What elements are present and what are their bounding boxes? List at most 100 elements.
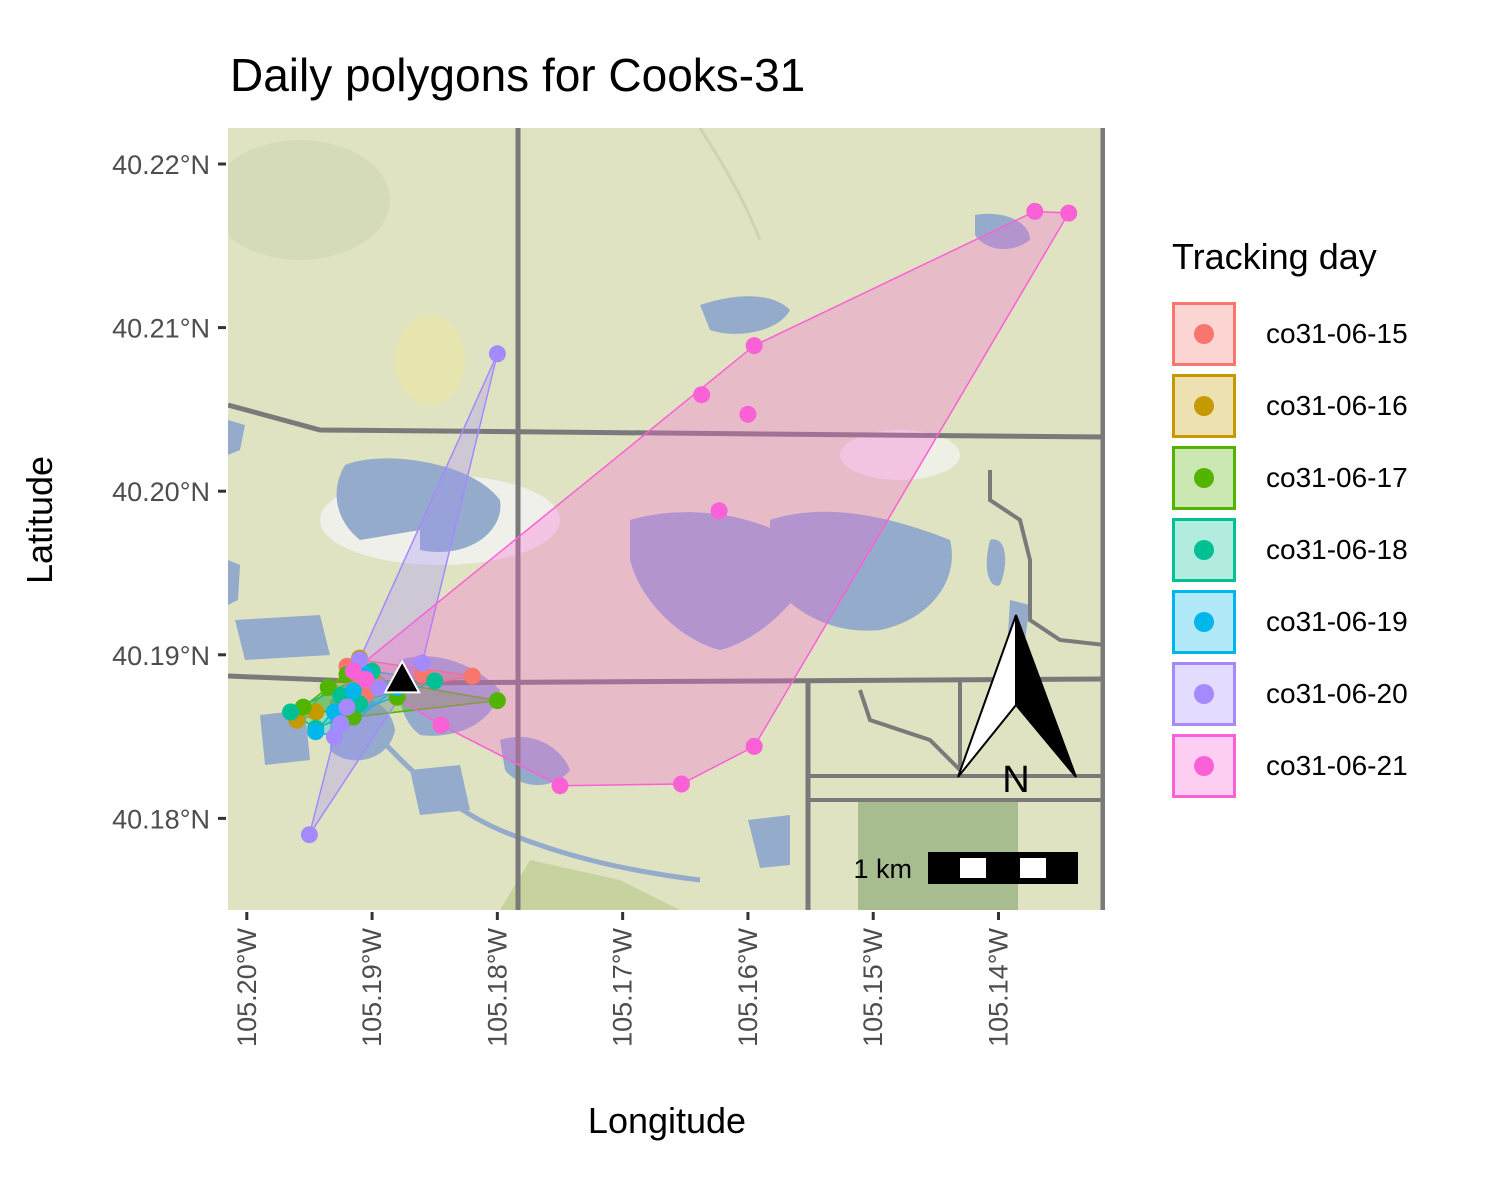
point-co31-06-20 [300, 826, 318, 844]
legend-dot [1194, 684, 1214, 704]
road [698, 128, 762, 241]
point-co31-06-19 [307, 723, 325, 741]
terrain-shade [395, 315, 465, 405]
legend-key [1172, 662, 1236, 726]
road [988, 470, 1105, 647]
y-tick-label: 40.21°N [112, 314, 210, 344]
legend-item: co31-06-21 [1172, 730, 1408, 802]
scale-bar-label: 1 km [853, 854, 912, 884]
point-co31-06-20 [338, 698, 356, 716]
point-co31-06-19 [344, 682, 362, 700]
point-co31-06-21 [1026, 202, 1044, 220]
y-axis-label: Latitude [19, 455, 60, 585]
legend-key [1172, 302, 1236, 366]
water-body [700, 296, 790, 334]
axes: 40.18°N 40.19°N 40.20°N 40.21°N 40.22°N 105.2… [112, 150, 1013, 1047]
terrain-shade [228, 140, 390, 260]
point-co31-06-20 [332, 715, 350, 732]
point-co31-06-20 [369, 679, 387, 696]
legend-key [1172, 446, 1236, 510]
legend-label: co31-06-17 [1266, 462, 1408, 493]
x-tick-label: 105.16°W [733, 927, 763, 1046]
x-axis-label: Longitude [587, 1100, 747, 1141]
legend-label: co31-06-20 [1266, 678, 1408, 709]
scale-bar: 1 km [853, 852, 1078, 884]
legend-dot [1194, 468, 1214, 488]
y-tick-label: 40.20°N [112, 477, 210, 507]
legend-label: co31-06-21 [1266, 750, 1408, 781]
north-arrow-right [1015, 614, 1077, 778]
legend-title: Tracking day [1172, 236, 1377, 277]
legend-label: co31-06-18 [1266, 534, 1408, 565]
point-co31-06-18 [426, 672, 444, 690]
scale-bar-frame [928, 852, 1078, 884]
legend-item: co31-06-19 [1172, 586, 1408, 658]
x-tick-label: 105.15°W [858, 927, 888, 1046]
point-co31-06-20 [413, 654, 431, 672]
water-body [975, 213, 1030, 250]
legend: Tracking day co31-06-15 co31-06-16 co31-06… [1172, 236, 1408, 802]
x-tick-label: 105.18°W [482, 927, 512, 1046]
point-co31-06-18 [282, 703, 300, 721]
legend-item: co31-06-16 [1172, 370, 1408, 442]
legend-dot [1194, 324, 1214, 344]
point-co31-06-20 [488, 345, 506, 363]
point-co31-06-21 [745, 737, 763, 755]
legend-item: co31-06-15 [1172, 298, 1408, 370]
point-co31-06-21 [710, 502, 728, 520]
north-arrow: N [957, 614, 1077, 801]
legend-dot [1194, 612, 1214, 632]
water-body [748, 815, 790, 868]
point-co31-06-20 [326, 728, 343, 746]
water-body [770, 511, 952, 631]
point-co31-06-21 [551, 777, 569, 795]
haze-patch [840, 430, 960, 480]
point-co31-06-21 [739, 405, 757, 423]
point-co31-06-21 [1060, 204, 1078, 222]
legend-item: co31-06-18 [1172, 514, 1408, 586]
y-tick-label: 40.18°N [112, 804, 210, 834]
legend-key [1172, 374, 1236, 438]
park-area [500, 860, 680, 910]
origin-marker [383, 659, 421, 694]
legend-item: co31-06-20 [1172, 658, 1408, 730]
legend-dot [1194, 540, 1214, 560]
point-co31-06-21 [673, 775, 690, 793]
point-co31-06-15 [463, 667, 481, 685]
north-label: N [1002, 759, 1029, 801]
water-body [235, 615, 330, 660]
scale-bar-segment [1020, 858, 1046, 878]
point-co31-06-21 [745, 337, 763, 355]
legend-dot [1194, 396, 1214, 416]
road [228, 402, 1105, 440]
legend-key [1172, 590, 1236, 654]
legend-label: co31-06-19 [1266, 606, 1408, 637]
water-body [228, 560, 240, 605]
basemap [228, 128, 1105, 910]
scale-bar-segment [960, 858, 986, 878]
x-tick-label: 105.19°W [357, 927, 387, 1046]
legend-item: co31-06-17 [1172, 442, 1408, 514]
water-body [336, 458, 501, 552]
y-tick-label: 40.19°N [112, 641, 210, 671]
legend-key [1172, 518, 1236, 582]
x-tick-label: 105.17°W [608, 927, 638, 1046]
legend-dot [1194, 756, 1214, 776]
point-co31-06-21 [693, 386, 711, 404]
chart-title: Daily polygons for Cooks-31 [230, 49, 806, 101]
water-body [986, 539, 1006, 586]
x-tick-label: 105.14°W [984, 927, 1014, 1046]
point-co31-06-17 [319, 679, 337, 696]
point-co31-06-21 [432, 716, 450, 734]
point-co31-06-21 [357, 670, 375, 688]
road [858, 689, 962, 772]
point-co31-06-21 [344, 662, 362, 680]
water-body [228, 420, 245, 455]
legend-label: co31-06-15 [1266, 318, 1408, 349]
legend-label: co31-06-16 [1266, 390, 1408, 421]
x-tick-label: 105.20°W [232, 927, 262, 1046]
y-tick-label: 40.22°N [112, 150, 210, 180]
legend-key [1172, 734, 1236, 798]
point-co31-06-17 [488, 692, 506, 710]
